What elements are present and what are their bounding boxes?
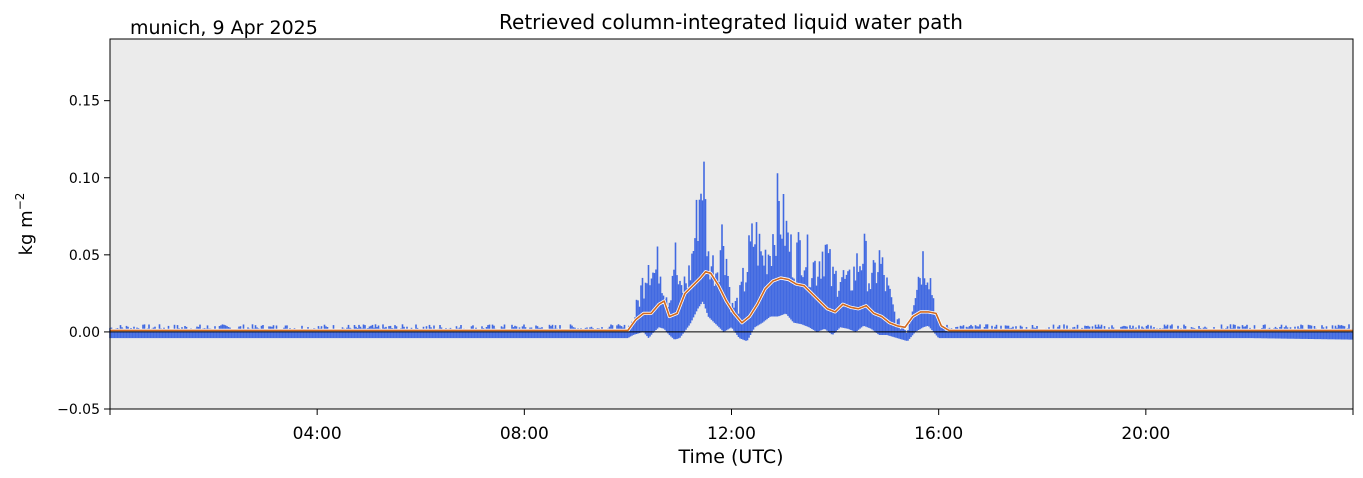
y-tick-label: 0.00 [69, 325, 100, 341]
y-tick-label: −0.05 [57, 402, 100, 418]
x-axis: 04:00 08:00 12:00 16:00 20:00 [109, 409, 1354, 444]
y-tick-label: 0.10 [69, 171, 100, 187]
plot-background [110, 39, 1353, 409]
x-tick-label: 20:00 [1121, 424, 1170, 444]
y-axis: −0.05 0.00 0.05 0.10 0.15 [57, 94, 110, 418]
y-axis-label-text: kg m [16, 210, 37, 255]
x-tick-label: 12:00 [707, 424, 756, 444]
x-tick-label: 04:00 [293, 424, 342, 444]
chart-title: Retrieved column-integrated liquid water… [499, 10, 963, 34]
y-tick-label: 0.15 [69, 94, 100, 110]
y-axis-label-exponent: −2 [13, 193, 27, 211]
series-1-line [110, 271, 1353, 332]
y-tick-label: 0.05 [69, 248, 100, 264]
x-tick-label: 08:00 [500, 424, 549, 444]
y-axis-label: kg m−2 [13, 193, 37, 256]
x-axis-label: Time (UTC) [677, 446, 783, 468]
series-0-scatter [109, 161, 1353, 341]
series-layer [109, 161, 1353, 341]
x-tick-label: 16:00 [914, 424, 963, 444]
chart-subtitle: munich, 9 Apr 2025 [130, 17, 318, 39]
